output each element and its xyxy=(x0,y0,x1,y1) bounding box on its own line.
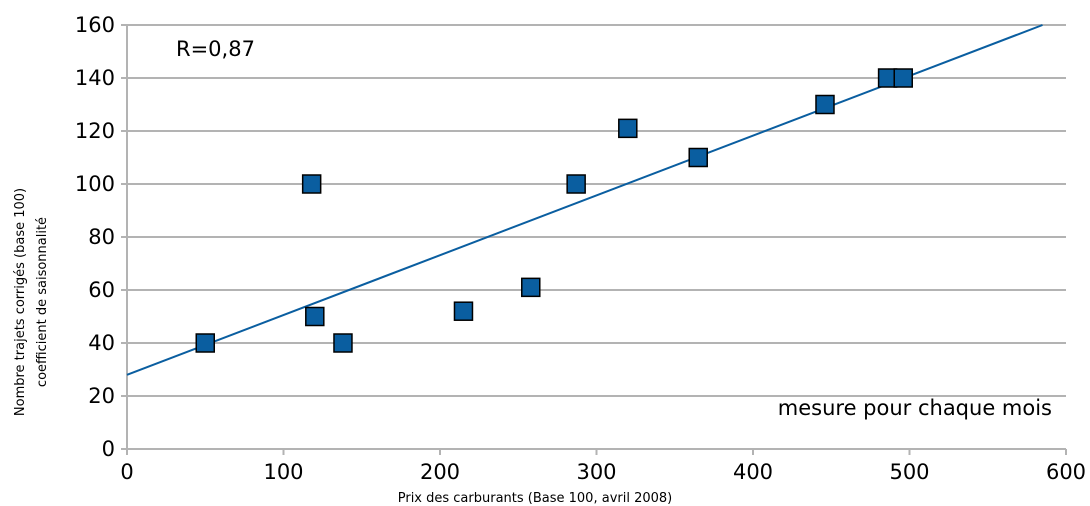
data-point xyxy=(815,94,835,115)
x-tick-labels: 0 100 200 300 400 500 600 xyxy=(120,460,1086,484)
data-point xyxy=(566,174,586,194)
x-tick-label: 300 xyxy=(576,460,616,484)
y-axis-label-line-1: Nombre trajets corrigés (base 100) xyxy=(13,188,28,416)
x-tick-label: 400 xyxy=(733,460,773,484)
data-point xyxy=(688,147,708,168)
y-axis-label-line-2: coefficient de saisonnalité xyxy=(35,217,50,387)
data-point xyxy=(453,301,474,321)
measurement-note: mesure pour chaque mois xyxy=(778,396,1052,420)
x-axis-label: Prix des carburants (Base 100, avril 200… xyxy=(398,491,673,506)
data-point xyxy=(333,333,353,353)
y-tick-label: 80 xyxy=(88,225,115,249)
y-tick-label: 60 xyxy=(88,278,115,302)
y-tick-label: 0 xyxy=(102,437,115,461)
data-point xyxy=(305,306,325,327)
x-tick-label: 100 xyxy=(263,460,303,484)
y-tick-label: 100 xyxy=(75,172,115,196)
data-point xyxy=(195,333,215,353)
data-points xyxy=(195,68,913,353)
x-tick-label: 600 xyxy=(1046,460,1086,484)
y-axis-label: Nombre trajets corrigés (base 100) coeff… xyxy=(13,188,50,416)
data-point xyxy=(893,68,913,88)
x-tick-label: 200 xyxy=(420,460,460,484)
gridlines xyxy=(121,24,1067,455)
x-tick-label: 500 xyxy=(889,460,929,484)
y-tick-label: 140 xyxy=(75,66,115,90)
y-tick-label: 20 xyxy=(88,384,115,408)
r-value-annotation: R=0,87 xyxy=(176,37,255,61)
y-tick-label: 160 xyxy=(75,13,115,37)
data-point xyxy=(521,277,541,298)
y-tick-label: 40 xyxy=(88,331,115,355)
x-tick-label: 0 xyxy=(120,460,133,484)
y-tick-labels: 0 20 40 60 80 100 120 140 160 xyxy=(75,13,115,461)
data-point xyxy=(301,174,322,194)
y-tick-label: 120 xyxy=(75,119,115,143)
data-point xyxy=(618,118,638,139)
